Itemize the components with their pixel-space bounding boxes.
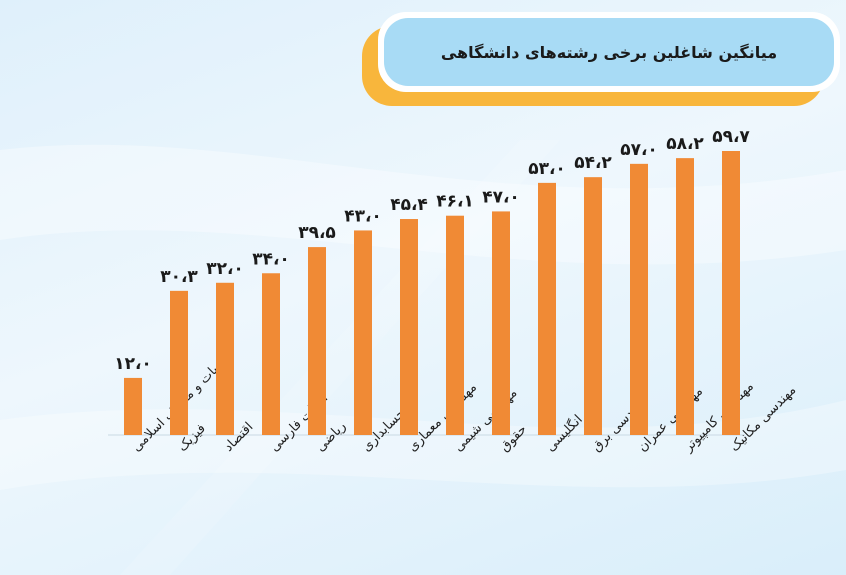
bar (676, 158, 694, 435)
data-label: ۵۷،۰ (620, 140, 658, 160)
bar (492, 211, 510, 435)
bar (400, 219, 418, 435)
data-label: ۵۴،۲ (574, 153, 612, 173)
bar (216, 282, 234, 435)
bar (630, 163, 648, 435)
data-label: ۴۶،۱ (436, 192, 474, 212)
bar (722, 151, 740, 435)
data-label: ۵۹،۷ (712, 127, 750, 147)
bar (170, 290, 188, 435)
data-label: ۴۵،۴ (390, 195, 428, 215)
bar (446, 215, 464, 435)
data-label: ۳۴،۰ (252, 249, 290, 269)
data-label: ۳۰،۳ (160, 267, 198, 287)
bar (262, 273, 280, 435)
data-label: ۴۷،۰ (482, 187, 520, 207)
chart-title: میانگین شاغلین برخی رشته‌های دانشگاهی (384, 18, 834, 86)
data-label: ۴۳،۰ (344, 206, 382, 226)
bar (124, 377, 142, 435)
data-label: ۵۸،۲ (666, 134, 704, 154)
bar (584, 177, 602, 435)
data-label: ۱۲،۰ (114, 354, 152, 374)
bar (354, 230, 372, 435)
title-banner: میانگین شاغلین برخی رشته‌های دانشگاهی (378, 12, 840, 92)
bar (308, 247, 326, 435)
data-label: ۵۳،۰ (528, 159, 566, 179)
data-label: ۳۹،۵ (298, 223, 336, 243)
bar (538, 182, 556, 435)
data-label: ۳۲،۰ (206, 259, 244, 279)
